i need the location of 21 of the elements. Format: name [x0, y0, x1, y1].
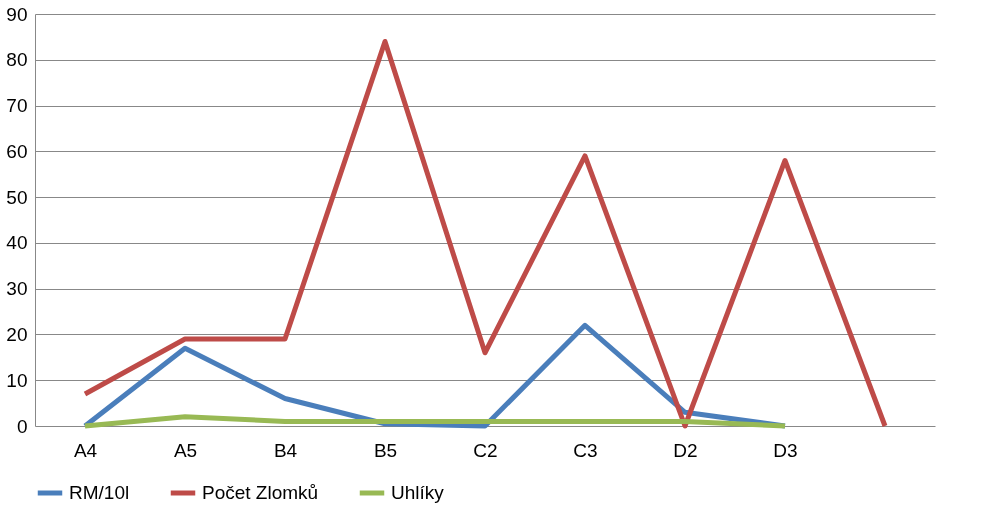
x-tick-label: C2 — [473, 439, 498, 461]
y-tick-label: 10 — [6, 369, 28, 391]
legend-label: Počet Zlomků — [202, 482, 319, 503]
x-tick-label: A5 — [173, 439, 198, 461]
legend-label: RM/10l — [69, 482, 130, 503]
x-tick-label: B4 — [273, 439, 298, 461]
x-tick-label: D3 — [773, 439, 798, 461]
x-tick-label: D2 — [673, 439, 698, 461]
x-tick-label: C3 — [573, 439, 598, 461]
x-tick-label: A4 — [73, 439, 98, 461]
y-tick-label: 60 — [6, 140, 28, 162]
x-tick-label: B5 — [373, 439, 398, 461]
y-tick-label: 90 — [6, 3, 28, 25]
legend-label: Uhlíky — [391, 482, 445, 503]
y-tick-label: 50 — [6, 186, 28, 208]
y-tick-label: 0 — [16, 415, 28, 437]
y-tick-label: 20 — [6, 323, 28, 345]
y-tick-label: 80 — [6, 49, 28, 71]
y-tick-label: 40 — [6, 232, 28, 254]
y-tick-label: 30 — [6, 278, 28, 300]
y-tick-label: 70 — [6, 95, 28, 117]
